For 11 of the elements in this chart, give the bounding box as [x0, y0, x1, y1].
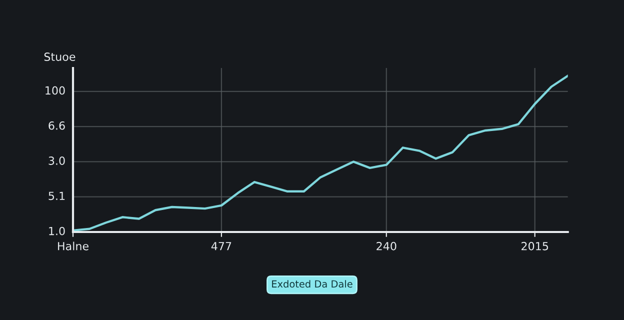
text: 6.6	[48, 121, 65, 130]
x-tick-label: 2015	[522, 242, 548, 250]
x-tick-label: Halne	[58, 242, 88, 250]
text: 3.0	[48, 156, 65, 165]
text: Exdoted Da Dale	[272, 280, 352, 288]
text: 5.1	[48, 192, 65, 200]
text: 100	[46, 86, 65, 95]
x-tick-label: 240	[376, 242, 396, 250]
x-tick-label: 477	[211, 242, 232, 250]
y-axis-title: Stuoe	[44, 52, 76, 61]
text: 1.0	[49, 226, 65, 236]
